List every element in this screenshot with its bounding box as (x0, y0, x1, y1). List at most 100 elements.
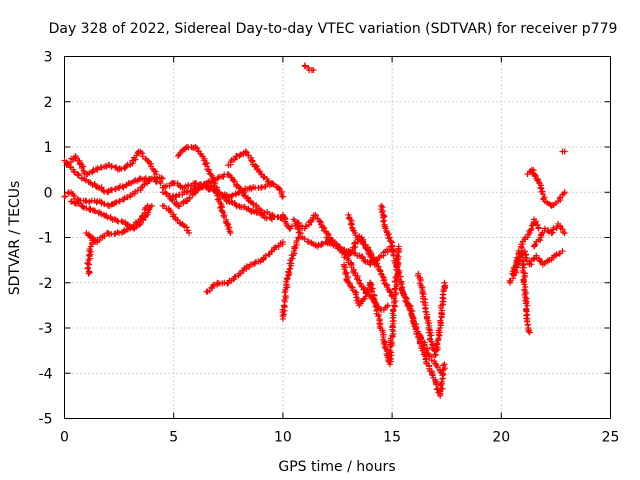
data-point (295, 234, 302, 241)
series-t16 (279, 234, 302, 322)
data-point-trail (414, 272, 426, 293)
data-point-trail (301, 235, 311, 245)
data-point-trail (533, 254, 545, 265)
data-point-trail (248, 258, 264, 268)
data-point-trail (538, 227, 548, 239)
data-point (212, 180, 219, 187)
data-point (441, 361, 448, 368)
data-point (526, 329, 533, 336)
data-point-trail (279, 289, 289, 320)
series-t13 (225, 148, 286, 200)
data-point (227, 229, 234, 236)
series-t9 (166, 171, 286, 223)
series-t3 (63, 148, 160, 178)
data-point-trail (380, 303, 391, 313)
data-point (159, 175, 166, 182)
data-point-trail (106, 229, 121, 238)
x-axis-label: GPS time / hours (278, 459, 395, 475)
data-point-trail (544, 199, 554, 208)
y-tick-label: 2 (44, 95, 53, 111)
data-point-trail (106, 199, 120, 209)
data-point-trail (282, 268, 293, 293)
data-point-trail (345, 259, 363, 284)
data-point-trail (276, 186, 286, 200)
data-point-trail (161, 203, 172, 212)
data-point (535, 225, 542, 232)
y-tick-label: -3 (39, 321, 53, 337)
data-point (351, 288, 358, 295)
y-tick-label: -5 (39, 412, 53, 428)
data-point-trail (378, 204, 389, 230)
data-point-trail (389, 246, 400, 266)
data-point-trail (346, 280, 356, 294)
data-point-trail (249, 158, 263, 175)
data-point-trail (302, 63, 312, 71)
data-point-trail (541, 257, 551, 267)
data-point-trail (436, 362, 449, 397)
data-point-trail (524, 231, 532, 241)
data-point-trail (357, 295, 368, 307)
data-point-trail (312, 212, 329, 235)
y-tick-labels: -5 -4 -3 -2 -1 0 1 2 3 (39, 50, 53, 428)
data-point-trail (538, 185, 548, 203)
y-tick-label: 0 (44, 185, 53, 201)
data-point-trail (72, 153, 88, 177)
data-point-trail (378, 271, 395, 299)
data-point (520, 257, 527, 264)
data-point-trail (407, 303, 420, 330)
data-point-trail (521, 290, 531, 322)
x-tick-label: 20 (492, 430, 510, 446)
data-point-trail (237, 263, 253, 277)
data-point (561, 189, 568, 196)
data-point-trail (544, 227, 553, 236)
y-tick-label: -4 (39, 366, 53, 382)
y-tick-label: -1 (39, 231, 53, 247)
x-tick-label: 10 (274, 430, 292, 446)
data-point-trail (127, 218, 142, 231)
grid-lines (64, 56, 611, 419)
data-point-trail (248, 199, 263, 213)
data-point (537, 184, 544, 191)
data-point (561, 148, 568, 155)
data-point-trail (286, 250, 298, 272)
data-point (89, 234, 96, 241)
data-point-trail (137, 148, 149, 163)
data-point-trail (281, 213, 292, 230)
data-point-trail (127, 149, 141, 168)
data-point-trail (139, 204, 149, 221)
data-point-trail (424, 317, 435, 343)
data-point-trail (226, 190, 242, 200)
data-point-trail (226, 272, 242, 284)
series-t25 (414, 270, 449, 359)
data-point (428, 338, 435, 345)
data-point-trail (386, 303, 398, 365)
data-point (157, 180, 164, 187)
series-t24 (406, 302, 449, 399)
series-t29 (524, 166, 568, 209)
series-t10 (159, 202, 192, 236)
series-t30 (531, 220, 568, 250)
data-point-trail (431, 327, 443, 358)
data-point-trail (269, 212, 285, 222)
data-point-trail (553, 250, 563, 258)
data-point (345, 279, 352, 286)
data-point (395, 243, 402, 250)
data-point-trail (192, 181, 208, 195)
data-point (441, 279, 448, 286)
data-point-trail (98, 184, 110, 195)
data-point (185, 229, 192, 236)
data-point-trail (420, 349, 433, 370)
x-tick-label: 0 (60, 430, 69, 446)
data-point-trail (437, 282, 449, 329)
data-point (175, 153, 182, 160)
data-point-trail (219, 208, 233, 235)
x-tick-labels: 0 5 10 15 20 25 (60, 430, 619, 446)
data-point-trail (118, 226, 131, 236)
y-tick-label: 3 (44, 50, 53, 66)
data-point-trail (237, 203, 252, 212)
data-point-trail (94, 163, 110, 172)
x-tick-label: 15 (383, 430, 401, 446)
data-point (137, 184, 144, 191)
series-t26 (506, 248, 566, 286)
y-axis-label: SDTVAR / TECUs (7, 181, 23, 296)
